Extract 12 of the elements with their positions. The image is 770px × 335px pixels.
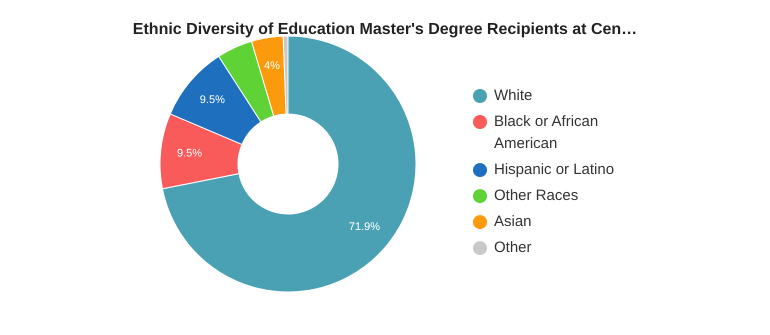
legend-label: Hispanic or Latino xyxy=(494,161,614,178)
data-label: 9.5% xyxy=(200,94,226,106)
donut-slice xyxy=(162,36,416,292)
legend-label: Black or African American xyxy=(494,112,598,152)
chart-title: Ethnic Diversity of Education Master's Degree Recipients at Cen… xyxy=(132,21,638,38)
legend-label: Other Races xyxy=(494,187,578,204)
data-label: 9.5% xyxy=(176,148,202,160)
legend-label: White xyxy=(494,86,532,104)
data-label: 71.9% xyxy=(348,220,380,233)
legend-label: Other xyxy=(494,239,532,256)
legend-label: Asian xyxy=(494,213,532,230)
data-label: 4% xyxy=(264,60,280,72)
